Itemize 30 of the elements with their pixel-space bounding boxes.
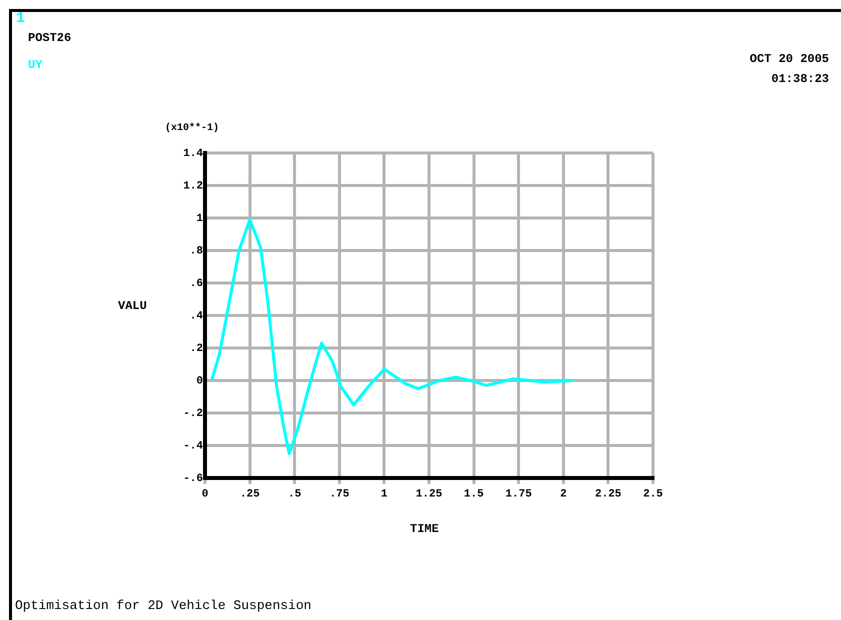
x-tick-label: 1.25 — [416, 488, 443, 500]
y-tick-label: .2 — [190, 342, 203, 355]
x-tick-label: 2.5 — [643, 488, 664, 500]
y-tick-label: 0 — [196, 375, 203, 388]
x-tick-label: .25 — [240, 488, 260, 500]
x-tick-label: 2.25 — [594, 488, 622, 500]
text: POST26 — [28, 31, 72, 45]
y-axis-title: VALU — [118, 299, 147, 313]
x-axis-title: TIME — [410, 522, 439, 536]
y-tick-label: .8 — [190, 245, 204, 258]
y-tick-label: 1.2 — [183, 180, 203, 192]
y-tick-label: -.2 — [183, 408, 203, 420]
x-tick-label: 2 — [560, 488, 567, 500]
text: 01:38:23 — [771, 72, 829, 86]
x-tick-label: .75 — [329, 488, 350, 500]
y-tick-label: .6 — [190, 278, 203, 290]
y-tick-label: .4 — [190, 310, 204, 322]
x-tick-label: .5 — [288, 488, 302, 500]
y-tick-label: -.4 — [183, 440, 204, 452]
x-tick-label: 1.5 — [464, 488, 484, 500]
x-tick-label: 1 — [380, 488, 388, 500]
y-tick-label: 1.4 — [183, 148, 204, 160]
text: OCT 20 2005 — [750, 52, 829, 66]
text: 1 — [16, 10, 26, 27]
text: (x10**-1) — [165, 123, 220, 134]
y-tick-label: 1 — [196, 212, 204, 225]
text: Optimisation for 2D Vehicle Suspension — [15, 598, 312, 613]
text: UY — [28, 58, 42, 72]
x-tick-label: 1.75 — [505, 488, 532, 500]
y-tick-label: -.6 — [183, 472, 203, 485]
